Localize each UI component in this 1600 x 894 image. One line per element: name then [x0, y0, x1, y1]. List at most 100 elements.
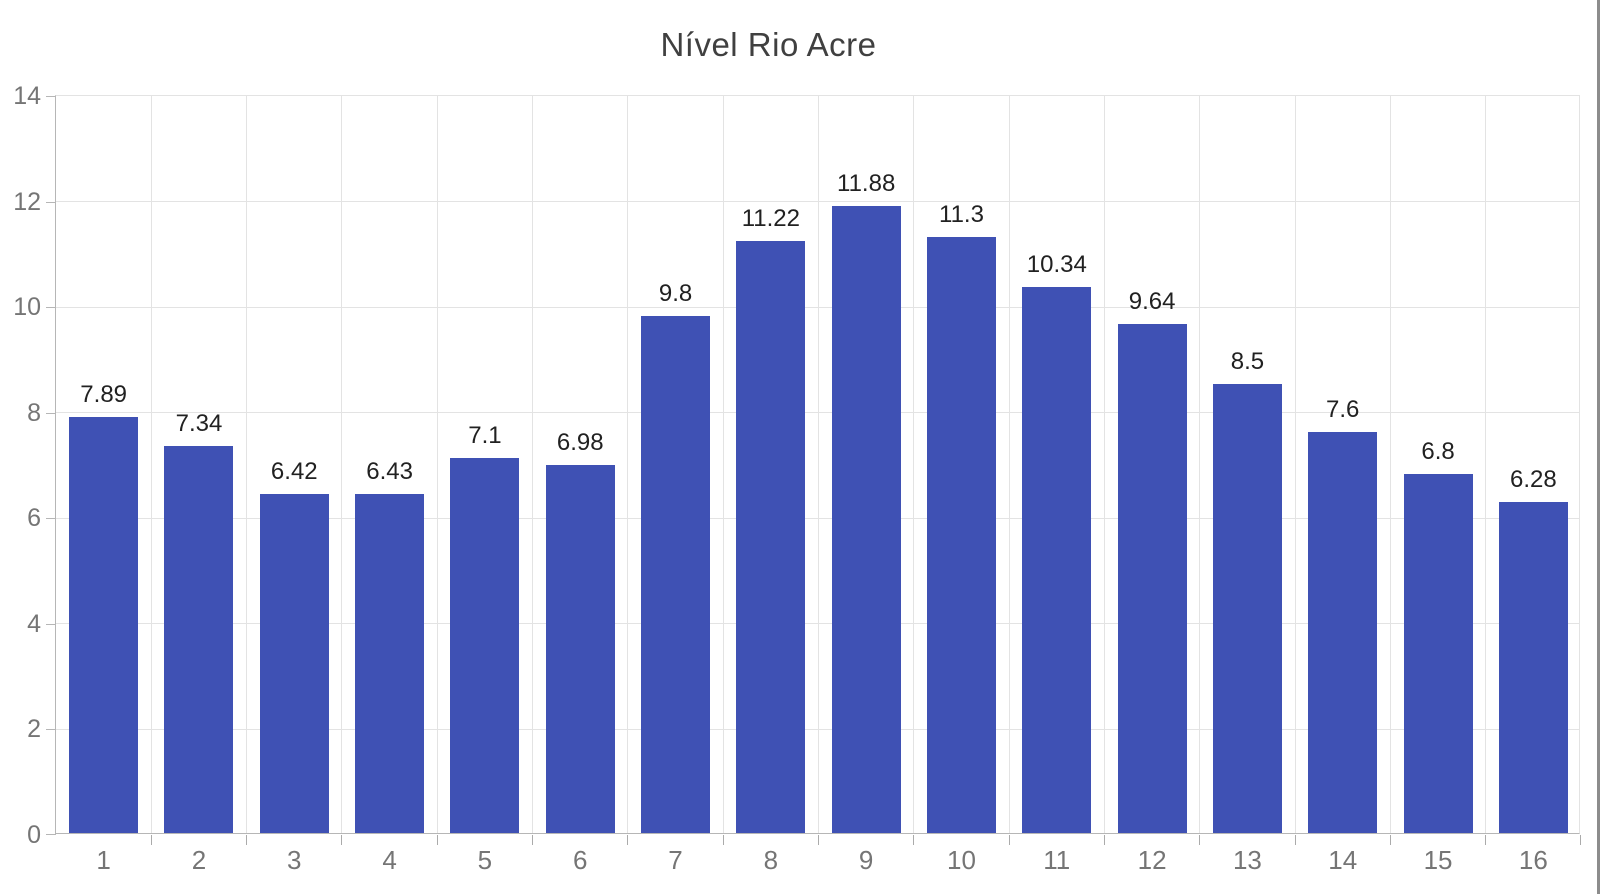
- bar: [1403, 474, 1473, 833]
- vertical-gridline: [1485, 96, 1487, 833]
- x-axis-label: 8: [763, 845, 779, 875]
- bar-value-label: 11.88: [837, 169, 896, 197]
- horizontal-gridline: [56, 201, 1579, 203]
- y-axis-label: 2: [27, 715, 41, 744]
- x-axis-label: 2: [191, 845, 207, 875]
- vertical-gridline: [1103, 96, 1105, 833]
- x-axis-label: 9: [858, 845, 874, 875]
- horizontal-gridline: [56, 412, 1579, 414]
- bar-value-label: 9.8: [658, 279, 693, 307]
- x-axis-label: 1: [96, 845, 111, 875]
- y-axis-tick: [46, 729, 56, 731]
- x-axis-tick: [1579, 835, 1581, 845]
- y-axis-tick: [46, 307, 56, 309]
- bar: [926, 236, 996, 833]
- x-axis-tick: [818, 835, 819, 845]
- window-edge: [1597, 0, 1600, 894]
- x-axis-tick: [532, 835, 534, 845]
- bar: [1498, 501, 1568, 833]
- bar: [1212, 384, 1282, 833]
- bar: [641, 315, 711, 833]
- x-axis-tick: [1294, 835, 1296, 845]
- bar: [164, 445, 234, 833]
- x-axis-tick: [1485, 835, 1487, 845]
- x-axis-tick: [1389, 835, 1391, 845]
- bar: [355, 493, 425, 833]
- x-axis-tick: [150, 835, 152, 845]
- x-axis-tick: [436, 835, 438, 845]
- vertical-gridline: [532, 96, 534, 833]
- vertical-gridline: [246, 96, 248, 833]
- x-axis-label: 4: [382, 845, 397, 875]
- vertical-gridline: [913, 96, 915, 833]
- x-axis-label: 11: [1043, 845, 1071, 875]
- bar-value-label: 7.89: [80, 380, 128, 408]
- y-axis-tick: [46, 623, 56, 625]
- bar: [69, 416, 139, 833]
- x-axis-label: 3: [287, 845, 302, 875]
- vertical-gridline: [1389, 96, 1391, 833]
- vertical-gridline: [627, 96, 629, 833]
- horizontal-gridline: [56, 623, 1579, 625]
- bar: [1117, 324, 1187, 833]
- x-axis-tick: [722, 835, 724, 845]
- bar: [545, 464, 615, 833]
- bar-value-label: 11.22: [741, 204, 800, 232]
- vertical-gridline: [722, 96, 724, 833]
- x-axis-tick: [246, 835, 248, 845]
- vertical-gridline: [1294, 96, 1296, 833]
- horizontal-gridline: [56, 517, 1579, 519]
- x-axis-label: 6: [572, 845, 588, 875]
- bar-value-label: 8.5: [1230, 348, 1265, 376]
- x-axis-tick: [627, 835, 629, 845]
- x-axis-label: 12: [1137, 845, 1167, 875]
- chart-title: Nível Rio Acre: [660, 26, 877, 63]
- x-axis-label: 16: [1518, 845, 1548, 875]
- plot-area: 0 2 4 6 8 10 12 14 7.89 7.34 6.42 6.43 7.1 6.98 9.8 11.…: [13, 82, 1581, 875]
- x-axis-label: 7: [668, 845, 683, 875]
- horizontal-gridline: [56, 306, 1579, 308]
- vertical-gridline: [436, 96, 438, 833]
- y-axis-label: 0: [27, 821, 41, 849]
- y-axis-label: 6: [27, 504, 41, 533]
- x-axis-tick: [341, 835, 343, 845]
- y-axis-tick: [46, 412, 56, 414]
- y-axis-label: 14: [13, 82, 41, 110]
- y-axis-label: 4: [27, 609, 41, 638]
- x-axis-label: 10: [947, 845, 976, 875]
- x-axis-label: 5: [477, 845, 493, 875]
- x-axis-tick: [1008, 835, 1010, 845]
- bar-value-label: 9.64: [1128, 288, 1176, 316]
- y-axis-label: 10: [13, 293, 41, 322]
- bar-value-label: 7.6: [1326, 395, 1360, 423]
- bar-value-label: 6.42: [270, 458, 318, 486]
- y-axis-tick: [46, 834, 56, 835]
- x-axis-tick: [913, 835, 915, 845]
- bar-value-label: 6.8: [1421, 438, 1455, 466]
- vertical-gridline: [341, 96, 343, 833]
- vertical-gridline: [1008, 96, 1010, 833]
- y-axis-tick: [46, 201, 56, 203]
- x-axis-label: 13: [1232, 845, 1262, 875]
- bar: [259, 494, 329, 833]
- x-axis-label: 14: [1328, 845, 1358, 875]
- bar-value-label: 10.34: [1026, 251, 1087, 279]
- bar-value-label: 6.98: [556, 428, 604, 456]
- bar: [450, 458, 520, 833]
- y-axis-tick: [46, 96, 56, 97]
- y-axis-label: 8: [27, 398, 41, 427]
- bar-value-label: 6.43: [366, 457, 413, 485]
- y-axis-tick: [46, 518, 56, 520]
- bar-value-label: 11.3: [939, 200, 984, 228]
- vertical-gridline: [150, 96, 152, 833]
- y-axis-label: 12: [13, 187, 41, 216]
- vertical-gridline: [818, 96, 819, 833]
- vertical-gridline: [1199, 96, 1201, 833]
- x-axis-label: 15: [1423, 845, 1453, 875]
- bar-value-label: 7.1: [468, 422, 502, 450]
- bar: [1308, 431, 1378, 833]
- x-axis-tick: [1199, 835, 1201, 845]
- bar: [831, 205, 901, 833]
- bar: [1022, 287, 1092, 833]
